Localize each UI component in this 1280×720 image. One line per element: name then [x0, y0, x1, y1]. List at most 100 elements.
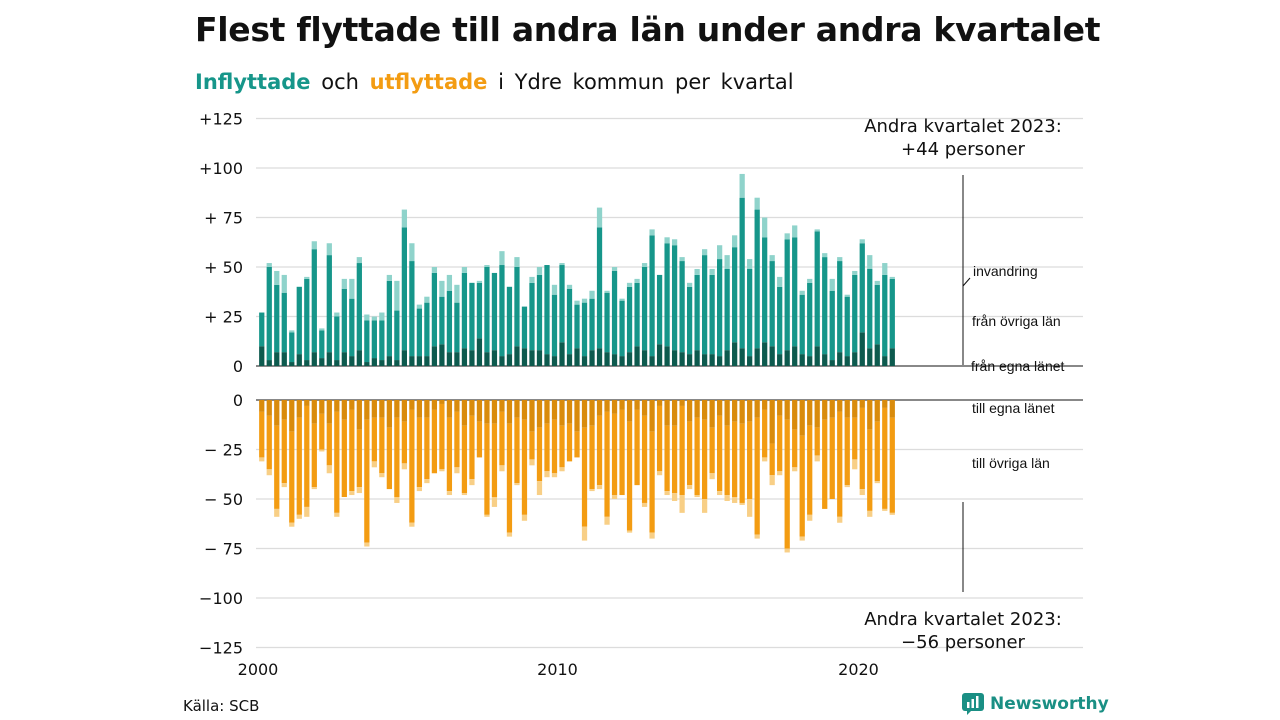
bar-out-other-counties — [859, 407, 865, 490]
bar-in-same-county — [701, 354, 708, 366]
bar-out-other-counties — [611, 413, 618, 496]
bar-in-other-counties — [311, 249, 317, 353]
bar-out-other-counties — [769, 443, 775, 476]
bar-out-other-counties — [386, 427, 392, 490]
bar-in-same-county — [364, 362, 370, 366]
bar-in-other-counties — [439, 296, 445, 345]
bar-in-same-county — [311, 352, 317, 366]
bar-out-other-counties — [852, 417, 858, 460]
bar-in-same-county — [867, 348, 873, 366]
bar-out-other-counties — [514, 417, 520, 484]
bar-in-same-county — [469, 350, 475, 366]
bar-in-immigration — [611, 267, 618, 271]
bar-out-emigration — [852, 459, 858, 470]
bar-out-emigration — [754, 534, 760, 539]
bar-out-same-county — [259, 400, 265, 412]
bar-in-immigration — [416, 304, 423, 309]
bar-out-other-counties — [754, 417, 760, 535]
bar-in-other-counties — [364, 320, 370, 363]
bar-out-same-county — [769, 400, 775, 444]
bar-out-other-counties — [649, 431, 655, 533]
bar-in-immigration — [364, 314, 370, 321]
bar-in-immigration — [762, 217, 768, 238]
bar-out-same-county — [619, 400, 625, 410]
bar-in-immigration — [371, 316, 377, 321]
bar-out-same-county — [581, 400, 588, 428]
bar-out-other-counties — [574, 431, 580, 458]
newsworthy-logo: Newsworthy — [962, 693, 1109, 715]
bar-in-same-county — [446, 352, 453, 366]
bar-in-other-counties — [409, 261, 415, 357]
bar-out-emigration — [326, 465, 332, 474]
bar-out-other-counties — [762, 409, 768, 458]
bar-in-immigration — [476, 280, 483, 283]
bar-in-same-county — [521, 348, 528, 366]
bar-out-same-county — [454, 400, 460, 412]
bar-out-emigration — [844, 485, 850, 488]
bar-in-same-county — [641, 350, 648, 366]
bar-out-same-county — [596, 400, 603, 416]
bar-out-same-county — [521, 400, 528, 420]
bar-in-other-counties — [431, 272, 438, 347]
bar-in-other-counties — [656, 274, 663, 345]
bar-out-same-county — [717, 400, 723, 416]
bar-out-same-county — [724, 400, 730, 426]
bar-in-other-counties — [724, 268, 730, 351]
bar-in-same-county — [386, 356, 392, 366]
bar-in-other-counties — [521, 306, 528, 349]
bar-in-same-county — [889, 348, 895, 366]
bar-in-other-counties — [476, 282, 483, 339]
bar-in-same-county — [754, 348, 760, 366]
bar-in-immigration — [409, 243, 415, 262]
bar-in-same-county — [799, 354, 805, 366]
bar-in-immigration — [732, 235, 738, 248]
bar-out-emigration — [311, 487, 317, 490]
bar-in-immigration — [686, 282, 693, 287]
bar-in-same-county — [334, 360, 340, 366]
bar-in-other-counties — [837, 261, 843, 353]
bar-out-other-counties — [281, 419, 287, 484]
bar-in-other-counties — [401, 227, 407, 351]
bar-out-same-county — [859, 400, 865, 408]
bar-in-same-county — [416, 356, 423, 366]
subtitle-rest: i Ydre kommun per kvartal — [498, 70, 794, 94]
bar-out-same-county — [266, 400, 272, 416]
bar-out-other-counties — [416, 417, 423, 488]
bar-in-other-counties — [762, 237, 768, 343]
bar-in-other-counties — [469, 282, 475, 351]
bar-in-immigration — [747, 259, 753, 269]
bar-out-other-counties — [296, 417, 302, 515]
bar-out-same-county — [514, 400, 520, 418]
series-label-till-egna-lanet: till egna länet — [972, 400, 1055, 416]
bar-in-immigration — [566, 284, 573, 289]
bar-out-emigration — [604, 516, 610, 525]
bar-in-other-counties — [754, 209, 760, 349]
bar-in-other-counties — [551, 294, 558, 357]
bar-out-emigration — [792, 467, 798, 472]
bar-in-immigration — [596, 207, 603, 228]
bar-in-same-county — [431, 346, 438, 366]
annotation-top-line2: +44 personer — [901, 139, 1025, 160]
bar-in-same-county — [379, 360, 385, 366]
bar-out-emigration — [349, 491, 355, 496]
bar-in-same-county — [649, 356, 655, 366]
bar-in-other-counties — [799, 294, 805, 355]
bar-in-immigration — [589, 290, 595, 299]
bar-out-same-county — [304, 400, 310, 406]
bar-in-immigration — [424, 296, 430, 303]
source-note: Källa: SCB — [183, 697, 260, 715]
bar-in-same-county — [401, 350, 407, 366]
bar-out-other-counties — [446, 417, 453, 492]
bar-in-immigration — [874, 280, 880, 285]
bar-in-same-county — [717, 356, 723, 366]
bar-in-immigration — [289, 330, 295, 333]
bar-in-immigration — [581, 298, 588, 303]
axis-labels: +125 +100 + 75 + 50 + 25 0 0 − 25 − 50 − 75 −100 −1… — [199, 110, 879, 680]
bar-in-other-counties — [732, 247, 738, 343]
bar-in-other-counties — [777, 286, 783, 355]
bar-out-emigration — [484, 514, 490, 517]
bar-out-same-county — [694, 400, 700, 418]
bar-out-other-counties — [822, 419, 828, 509]
bar-in-immigration — [319, 328, 325, 331]
